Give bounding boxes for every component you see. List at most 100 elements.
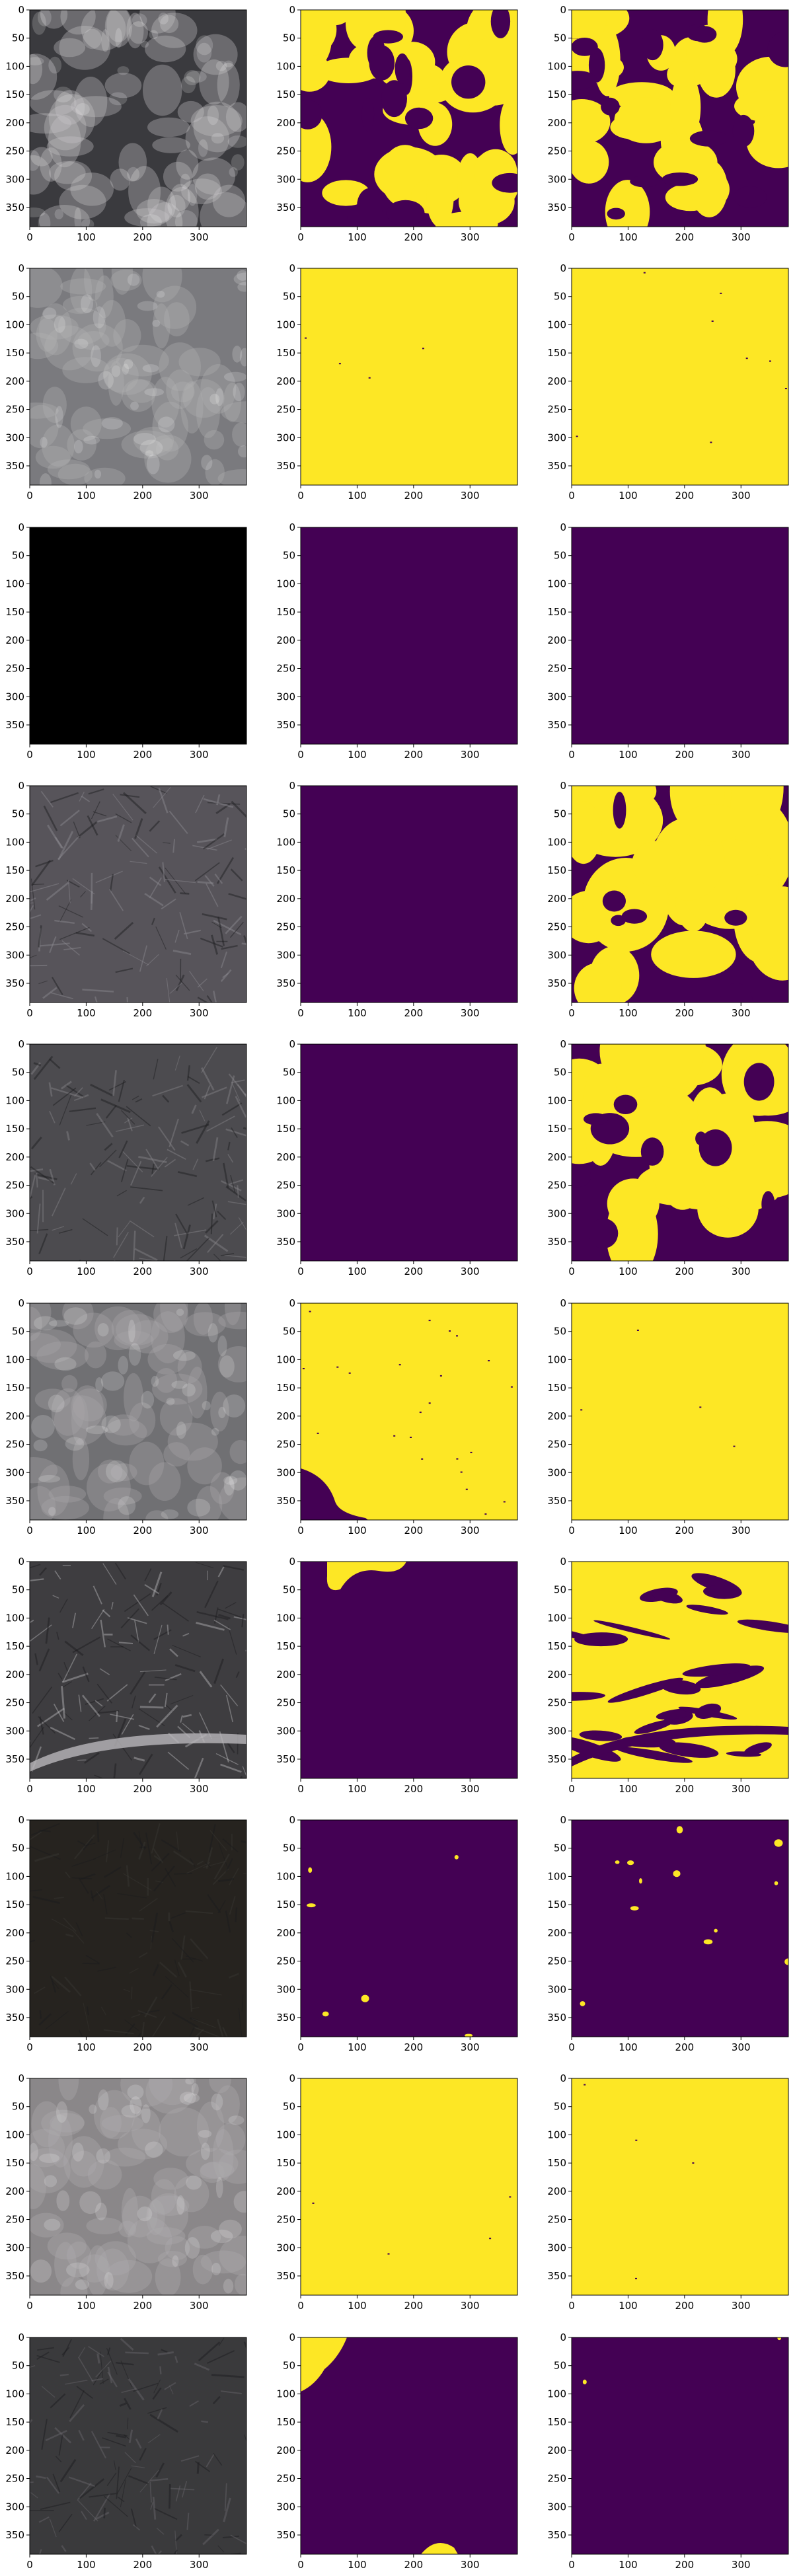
y-tick-label: 350 xyxy=(547,202,566,213)
y-tick-label: 0 xyxy=(289,1297,295,1309)
mask-heatmap xyxy=(572,527,788,744)
y-tick-label: 350 xyxy=(5,977,24,989)
x-tick-label: 100 xyxy=(619,1783,638,1795)
y-tick-label: 350 xyxy=(276,2529,295,2541)
x-tick-label: 200 xyxy=(404,1007,424,1019)
y-tick-label: 150 xyxy=(5,606,24,618)
y-tick-label: 100 xyxy=(276,578,295,589)
y-tick-label: 350 xyxy=(547,719,566,731)
x-tick-label: 100 xyxy=(619,1007,638,1019)
x-tick-label: 0 xyxy=(26,1783,33,1795)
x-tick-label: 0 xyxy=(26,490,33,502)
axes-frame xyxy=(300,527,518,745)
mask-heatmap xyxy=(301,786,517,1003)
x-tick-label: 0 xyxy=(297,490,304,502)
y-tick-label: 200 xyxy=(5,634,24,646)
mask-heatmap xyxy=(572,2337,788,2554)
mask-panel-row-1: 0 100 200 300 0 50 100 150 200 250 300 350 xyxy=(547,4,789,243)
y-tick-label: 0 xyxy=(560,2072,566,2084)
y-tick-label: 100 xyxy=(5,836,24,848)
y-tick-label: 350 xyxy=(276,2270,295,2282)
y-tick-label: 200 xyxy=(547,1669,566,1681)
input-image-panel-row-2: 0 100 200 300 0 50 100 150 200 250 300 350 xyxy=(5,262,247,502)
y-tick-label: 200 xyxy=(5,2185,24,2197)
y-tick-label: 0 xyxy=(289,4,295,16)
mask-heatmap xyxy=(301,527,517,744)
x-tick-label: 0 xyxy=(297,2559,304,2571)
y-tick-label: 150 xyxy=(5,1640,24,1652)
x-tick-label: 100 xyxy=(77,749,96,761)
y-tick-label: 350 xyxy=(547,977,566,989)
x-tick-label: 0 xyxy=(26,1007,33,1019)
y-tick-label: 50 xyxy=(283,2360,295,2372)
y-tick-label: 100 xyxy=(547,1353,566,1365)
x-tick-label: 200 xyxy=(675,231,695,243)
y-tick-label: 50 xyxy=(554,808,566,820)
y-tick-label: 300 xyxy=(547,1207,566,1219)
y-tick-label: 0 xyxy=(18,1038,24,1050)
y-tick-label: 150 xyxy=(276,2416,295,2428)
y-tick-label: 200 xyxy=(276,2185,295,2197)
x-tick-label: 100 xyxy=(77,2041,96,2053)
x-tick-label: 300 xyxy=(732,2041,751,2053)
y-tick-label: 100 xyxy=(5,578,24,589)
input-image-panel-row-4: 0 100 200 300 0 50 100 150 200 250 300 350 xyxy=(5,780,247,1019)
y-tick-label: 250 xyxy=(5,1697,24,1709)
y-tick-label: 50 xyxy=(12,1584,24,1596)
x-tick-label: 200 xyxy=(675,2559,695,2571)
y-tick-label: 300 xyxy=(276,949,295,961)
x-tick-label: 200 xyxy=(675,1525,695,1536)
y-tick-label: 350 xyxy=(276,202,295,213)
y-tick-label: 100 xyxy=(547,578,566,589)
axes-frame xyxy=(300,268,518,486)
y-tick-label: 100 xyxy=(5,2129,24,2140)
y-tick-label: 300 xyxy=(276,432,295,443)
y-tick-label: 100 xyxy=(276,1870,295,1882)
x-tick-label: 100 xyxy=(348,1266,367,1277)
x-tick-label: 300 xyxy=(190,231,209,243)
y-tick-label: 300 xyxy=(276,173,295,185)
y-tick-label: 300 xyxy=(547,173,566,185)
x-tick-label: 300 xyxy=(190,490,209,502)
y-tick-label: 200 xyxy=(547,375,566,387)
x-tick-label: 200 xyxy=(404,1783,424,1795)
y-tick-label: 50 xyxy=(12,1067,24,1079)
y-tick-label: 250 xyxy=(547,2214,566,2226)
x-tick-label: 300 xyxy=(732,231,751,243)
y-tick-label: 0 xyxy=(18,2331,24,2343)
y-tick-label: 350 xyxy=(5,202,24,213)
y-tick-label: 300 xyxy=(547,1725,566,1737)
y-tick-label: 350 xyxy=(547,2270,566,2282)
y-tick-label: 350 xyxy=(276,1236,295,1248)
x-tick-label: 300 xyxy=(461,749,480,761)
x-tick-label: 0 xyxy=(568,1266,575,1277)
input-image-panel-row-1: 0 100 200 300 0 50 100 150 200 250 300 350 xyxy=(5,4,247,243)
x-tick-label: 300 xyxy=(732,1007,751,1019)
y-tick-label: 50 xyxy=(12,2360,24,2372)
y-tick-label: 0 xyxy=(560,4,566,16)
y-tick-label: 300 xyxy=(276,691,295,702)
axes-frame xyxy=(300,785,518,1003)
y-tick-label: 200 xyxy=(547,1151,566,1163)
y-tick-label: 150 xyxy=(5,347,24,359)
y-tick-label: 150 xyxy=(276,2157,295,2169)
y-tick-label: 200 xyxy=(547,117,566,129)
axes-frame xyxy=(571,1819,789,2037)
mask-heatmap xyxy=(301,1820,517,2037)
y-tick-label: 0 xyxy=(289,1038,295,1050)
x-tick-label: 200 xyxy=(133,1783,153,1795)
y-tick-label: 300 xyxy=(547,432,566,443)
y-tick-label: 250 xyxy=(276,2214,295,2226)
y-tick-label: 200 xyxy=(5,375,24,387)
y-tick-label: 0 xyxy=(18,4,24,16)
y-tick-label: 350 xyxy=(547,2012,566,2024)
mask-heatmap xyxy=(301,10,517,227)
y-tick-label: 100 xyxy=(5,1094,24,1106)
y-tick-label: 200 xyxy=(276,2444,295,2456)
y-tick-label: 300 xyxy=(5,691,24,702)
y-tick-label: 50 xyxy=(12,32,24,44)
x-tick-label: 200 xyxy=(133,2300,153,2312)
x-tick-label: 300 xyxy=(732,1525,751,1536)
y-tick-label: 350 xyxy=(276,460,295,472)
y-tick-label: 50 xyxy=(283,2101,295,2113)
